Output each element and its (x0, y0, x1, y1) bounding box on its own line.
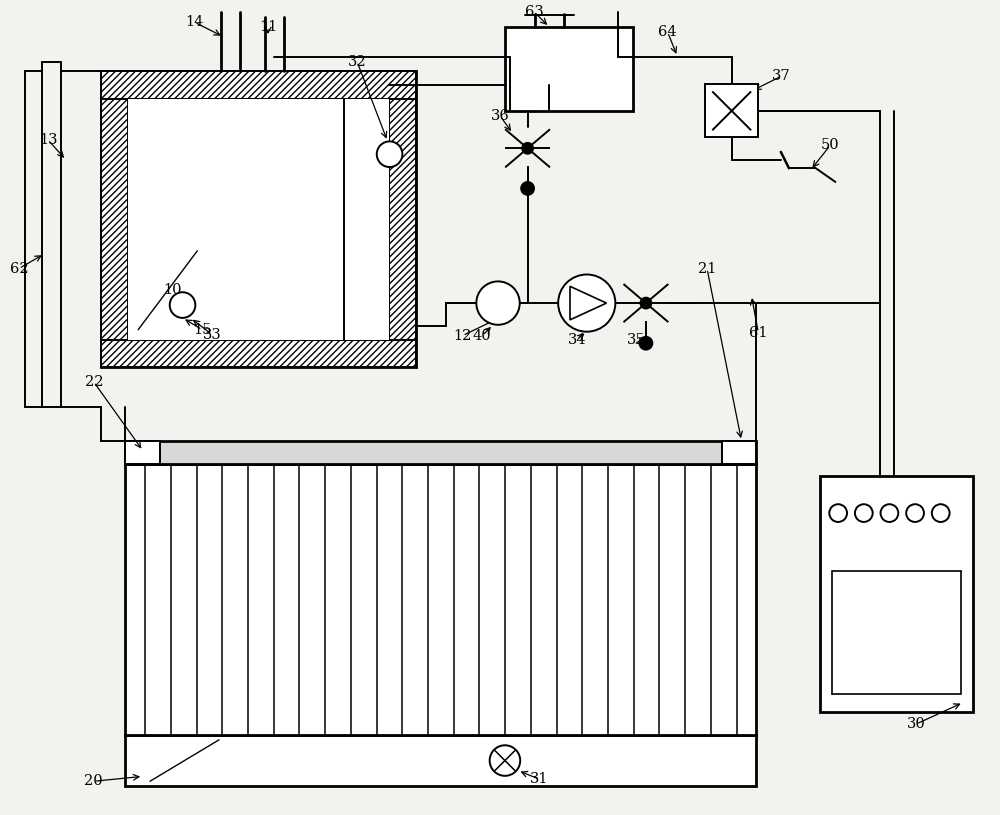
Text: 62: 62 (10, 262, 28, 275)
Bar (101, 72, 128, 368)
Text: 63: 63 (525, 5, 544, 20)
Bar (820, 476, 973, 712)
Bar (125, 735, 756, 786)
Bar (705, 84, 758, 138)
Text: 64: 64 (658, 25, 677, 39)
Bar (101, 72, 416, 368)
Circle shape (558, 275, 615, 332)
Circle shape (170, 293, 195, 318)
Text: 21: 21 (698, 262, 716, 275)
Text: 11: 11 (259, 20, 277, 34)
Text: 10: 10 (163, 284, 182, 297)
Text: 12: 12 (453, 328, 472, 342)
Text: 30: 30 (907, 717, 925, 731)
Text: 14: 14 (185, 15, 204, 29)
Circle shape (855, 504, 873, 522)
Text: 61: 61 (749, 326, 768, 340)
Bar (125, 441, 756, 464)
Bar (101, 340, 416, 368)
Text: 34: 34 (568, 333, 586, 346)
Bar (125, 441, 160, 464)
Text: 33: 33 (203, 328, 221, 341)
Text: 13: 13 (39, 134, 58, 148)
Circle shape (476, 281, 520, 325)
Polygon shape (570, 286, 606, 319)
Bar (128, 99, 389, 340)
Circle shape (521, 182, 534, 195)
Circle shape (932, 504, 950, 522)
Circle shape (522, 143, 533, 154)
Text: 37: 37 (772, 69, 790, 83)
Circle shape (829, 504, 847, 522)
Text: 40: 40 (473, 328, 492, 342)
Text: 20: 20 (84, 774, 103, 788)
Circle shape (490, 745, 520, 776)
Circle shape (377, 141, 402, 167)
Text: 15: 15 (193, 323, 211, 337)
Text: 35: 35 (627, 333, 645, 346)
Bar (125, 464, 756, 735)
Bar (832, 571, 961, 694)
Bar (505, 27, 633, 111)
Circle shape (881, 504, 898, 522)
Circle shape (640, 337, 652, 350)
Bar (389, 72, 416, 368)
Text: 31: 31 (530, 773, 549, 786)
Circle shape (906, 504, 924, 522)
Text: 22: 22 (85, 375, 103, 389)
Circle shape (640, 297, 651, 309)
Text: 36: 36 (491, 108, 509, 123)
Text: 32: 32 (348, 55, 366, 68)
Bar (722, 441, 756, 464)
Text: 50: 50 (821, 139, 840, 152)
Bar (101, 72, 416, 99)
